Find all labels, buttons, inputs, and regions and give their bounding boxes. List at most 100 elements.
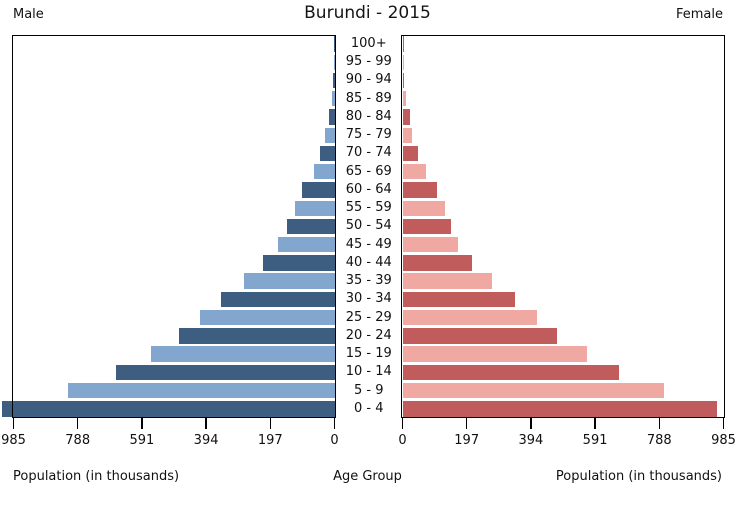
male-tick-788 — [76, 418, 79, 429]
female-plot-panel — [401, 35, 725, 418]
bar-row-male-75-79 — [12, 126, 336, 144]
bar-row-female-75-79 — [401, 126, 725, 144]
bar-male-75-79 — [324, 127, 335, 143]
bar-male-0-4 — [2, 401, 335, 417]
female-tick-label-591: 591 — [582, 433, 608, 448]
bar-female-40-44 — [402, 255, 472, 271]
male-tick-591 — [141, 418, 143, 429]
bar-row-male-15-19 — [12, 345, 336, 363]
bar-male-40-44 — [262, 255, 335, 271]
bar-row-female-25-29 — [401, 309, 725, 327]
bar-row-male-85-89 — [12, 90, 336, 108]
age-label-90-94: 90 - 94 — [345, 72, 392, 88]
age-group-axis: 100+ 95 - 99 90 - 94 85 - 89 80 - 84 75 - 79 7… — [337, 35, 402, 418]
bar-male-35-39 — [243, 273, 335, 289]
bar-female-85-89 — [402, 91, 407, 107]
bar-male-90-94 — [333, 72, 335, 89]
age-label-20-24: 20 - 24 — [345, 327, 392, 343]
bar-row-female-95-99 — [401, 53, 725, 71]
age-label-50-54: 50 - 54 — [345, 218, 392, 234]
female-tick-788 — [658, 418, 661, 429]
bar-male-25-29 — [199, 309, 335, 326]
bar-row-male-10-14 — [12, 363, 336, 381]
bar-male-95-99 — [333, 54, 335, 71]
age-label-75-79: 75 - 79 — [345, 127, 392, 143]
bar-female-10-14 — [402, 364, 619, 381]
bar-row-male-50-54 — [12, 217, 336, 235]
bar-row-female-50-54 — [401, 217, 725, 235]
male-tick-985 — [12, 418, 15, 429]
bar-female-70-74 — [402, 145, 419, 162]
bar-row-female-30-34 — [401, 290, 725, 308]
bar-row-male-90-94 — [12, 71, 336, 89]
age-label-60-64: 60 - 64 — [345, 181, 392, 197]
age-label-100plus: 100+ — [350, 36, 387, 51]
bar-male-50-54 — [287, 218, 335, 235]
bar-male-55-59 — [295, 200, 335, 216]
age-label-40-44: 40 - 44 — [345, 254, 392, 270]
bar-row-male-55-59 — [12, 199, 336, 217]
age-axis-title: Age Group — [333, 469, 402, 484]
male-tick-0 — [333, 418, 336, 429]
age-label-0-4: 0 - 4 — [354, 400, 384, 416]
male-axis-title: Population (in thousands) — [13, 469, 180, 484]
bar-row-male-100plus — [12, 35, 336, 53]
female-tick-label-394: 394 — [518, 433, 544, 448]
bar-row-male-35-39 — [12, 272, 336, 290]
male-tick-label-0: 0 — [330, 433, 339, 448]
age-label-45-49: 45 - 49 — [345, 236, 392, 252]
bar-row-female-80-84 — [401, 108, 725, 126]
bar-row-female-85-89 — [401, 90, 725, 108]
male-tick-label-197: 197 — [257, 433, 283, 448]
bar-row-female-0-4 — [401, 400, 725, 418]
bar-row-female-5-9 — [401, 382, 725, 400]
bar-female-15-19 — [402, 346, 587, 362]
male-series-label: Male — [13, 7, 44, 22]
bar-row-female-40-44 — [401, 254, 725, 272]
bar-row-female-20-24 — [401, 327, 725, 345]
age-label-35-39: 35 - 39 — [345, 273, 392, 289]
bar-female-65-69 — [402, 164, 426, 180]
bar-male-20-24 — [179, 328, 335, 344]
bar-row-female-10-14 — [401, 363, 725, 381]
male-tick-label-985: 985 — [1, 433, 26, 448]
bar-male-10-14 — [115, 364, 335, 381]
female-series-label: Female — [675, 7, 723, 22]
female-tick-label-197: 197 — [454, 433, 480, 448]
bar-male-45-49 — [278, 237, 335, 253]
bar-row-female-65-69 — [401, 163, 725, 181]
age-label-80-84: 80 - 84 — [345, 108, 392, 124]
age-label-65-69: 65 - 69 — [345, 163, 392, 179]
female-tick-label-0: 0 — [398, 433, 407, 448]
bar-female-95-99 — [402, 54, 404, 71]
bar-male-65-69 — [314, 164, 335, 180]
bar-row-male-0-4 — [2, 400, 336, 418]
bar-row-male-65-69 — [12, 163, 336, 181]
bar-row-male-70-74 — [12, 144, 336, 162]
bar-male-85-89 — [332, 91, 335, 107]
age-label-55-59: 55 - 59 — [345, 200, 392, 216]
bar-female-35-39 — [402, 273, 492, 289]
age-label-70-74: 70 - 74 — [345, 145, 392, 161]
female-tick-0 — [401, 418, 404, 429]
male-tick-197 — [269, 418, 272, 429]
age-label-10-14: 10 - 14 — [345, 364, 392, 380]
bar-female-5-9 — [402, 382, 664, 399]
bar-female-80-84 — [402, 109, 410, 125]
age-label-95-99: 95 - 99 — [345, 54, 392, 70]
female-tick-label-985: 985 — [711, 433, 735, 448]
age-label-25-29: 25 - 29 — [345, 309, 392, 325]
bar-female-60-64 — [402, 182, 437, 198]
bar-male-15-19 — [150, 346, 335, 362]
bar-row-male-45-49 — [12, 236, 336, 254]
bar-female-45-49 — [402, 237, 458, 253]
female-axis-title: Population (in thousands) — [555, 469, 722, 484]
bar-row-male-95-99 — [12, 53, 336, 71]
bar-female-90-94 — [402, 72, 405, 89]
bar-female-25-29 — [402, 309, 537, 326]
bar-female-20-24 — [402, 328, 557, 344]
bar-row-female-90-94 — [401, 71, 725, 89]
bar-row-male-30-34 — [12, 290, 336, 308]
bar-row-male-80-84 — [12, 108, 336, 126]
